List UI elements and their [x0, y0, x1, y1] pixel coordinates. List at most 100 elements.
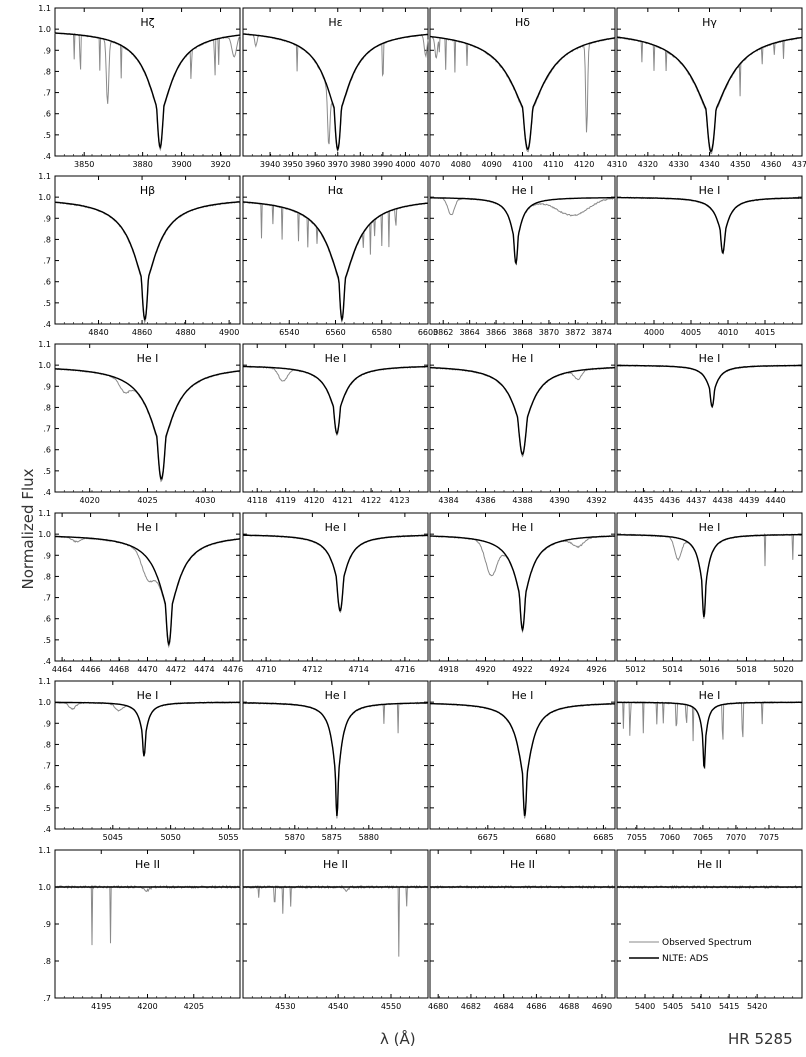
- y-tick-label: 1.1: [38, 340, 51, 349]
- x-tick-label: 3990: [373, 160, 393, 169]
- panel-5: 1.1 1.0 .9 .8 .7 .6 .5 .4 4840 4860 4880 4900 Hβ: [38, 172, 241, 337]
- x-tick-label: 4840: [88, 328, 108, 337]
- y-tick-label: .8: [43, 235, 51, 244]
- x-tick-label: 4540: [328, 1002, 348, 1011]
- panel-frame: [616, 7, 803, 157]
- x-tick-label: 4716: [395, 665, 415, 674]
- y-tick-label: .4: [43, 657, 51, 666]
- panel-title: Hζ: [140, 16, 154, 29]
- x-tick-label: 3900: [171, 160, 191, 169]
- x-tick-label: 3950: [282, 160, 302, 169]
- x-tick-label: 6685: [593, 833, 613, 842]
- panel-title: He I: [699, 521, 721, 534]
- panel-24: 5400 5405 5410 5415 5420 He II Observed Spectr…: [616, 849, 803, 1011]
- y-tick-label: .5: [43, 467, 51, 476]
- x-tick-label: 7060: [660, 833, 680, 842]
- x-tick-label: 4330: [668, 160, 688, 169]
- x-tick-label: 6675: [478, 833, 498, 842]
- x-tick-label: 4472: [166, 665, 186, 674]
- panel-20: 7055 7060 7065 7070 7075 He I: [616, 680, 803, 842]
- y-tick-label: .6: [43, 783, 51, 792]
- x-tick-label: 4090: [481, 160, 501, 169]
- panel-frame: [429, 680, 616, 830]
- panel-title: He I: [699, 689, 721, 702]
- panel-4: 4310 4320 4330 4340 4350 4360 4370 Hγ: [607, 7, 806, 169]
- x-tick-label: 4310: [607, 160, 627, 169]
- x-tick-label: 5415: [719, 1002, 739, 1011]
- x-tick-label: 4070: [420, 160, 440, 169]
- x-tick-label: 4476: [223, 665, 243, 674]
- panel-15: 4918 4920 4922 4924 4926 He I: [429, 512, 616, 674]
- panel-frame: [429, 175, 616, 325]
- x-tick-label: 7070: [726, 833, 746, 842]
- y-tick-label: .7: [43, 425, 51, 434]
- x-tick-label: 4680: [428, 1002, 448, 1011]
- x-tick-label: 5400: [635, 1002, 655, 1011]
- model-spectrum-line: [616, 36, 803, 153]
- x-tick-label: 5420: [747, 1002, 767, 1011]
- x-tick-label: 3868: [512, 328, 532, 337]
- x-tick-label: 4392: [586, 496, 606, 505]
- panel-6: 6540 6560 6580 6600 Hα: [242, 175, 438, 337]
- model-spectrum-line: [55, 368, 241, 480]
- x-tick-label: 5870: [285, 833, 305, 842]
- x-tick-label: 5405: [663, 1002, 683, 1011]
- panel-title: He I: [325, 689, 347, 702]
- x-tick-label: 4350: [730, 160, 750, 169]
- panel-frame: [616, 680, 803, 830]
- x-tick-label: 4924: [549, 665, 569, 674]
- x-tick-label: 4530: [275, 1002, 295, 1011]
- x-tick-label: 5875: [322, 833, 342, 842]
- panel-18: 5870 5875 5880 He I: [242, 680, 429, 842]
- x-tick-label: 4684: [493, 1002, 513, 1011]
- x-tick-label: 4123: [389, 496, 409, 505]
- y-tick-label: 1.1: [38, 172, 51, 181]
- model-spectrum-line: [617, 534, 802, 617]
- y-tick-label: .7: [43, 994, 51, 1003]
- x-tick-label: 4119: [276, 496, 296, 505]
- x-tick-label: 4370: [792, 160, 806, 169]
- y-tick-label: .6: [43, 278, 51, 287]
- panel-frame: [429, 512, 616, 662]
- y-tick-label: .5: [43, 299, 51, 308]
- panel-frame: [242, 849, 429, 999]
- x-tick-label: 4015: [755, 328, 775, 337]
- x-tick-label: 6540: [279, 328, 299, 337]
- y-tick-label: 1.0: [38, 193, 51, 202]
- y-tick-label: .7: [43, 257, 51, 266]
- x-tick-label: 4080: [451, 160, 471, 169]
- model-spectrum-line: [617, 701, 802, 770]
- x-tick-label: 5045: [103, 833, 123, 842]
- x-tick-label: 4688: [559, 1002, 579, 1011]
- x-tick-label: 4682: [461, 1002, 481, 1011]
- model-spectrum-line: [55, 701, 240, 757]
- panel-title: He II: [510, 858, 535, 871]
- x-tick-label: 4690: [592, 1002, 612, 1011]
- y-tick-label: .4: [43, 152, 51, 161]
- x-tick-label: 4205: [184, 1002, 204, 1011]
- y-tick-label: .9: [43, 920, 51, 929]
- panel-frame: [242, 7, 429, 157]
- model-spectrum-line: [243, 201, 429, 323]
- y-tick-label: 1.0: [38, 25, 51, 34]
- y-tick-label: .4: [43, 825, 51, 834]
- panel-2: 3940 3950 3960 3970 3980 3990 4000 Hε: [242, 7, 429, 169]
- x-tick-label: 4121: [332, 496, 352, 505]
- panel-title: He I: [699, 352, 721, 365]
- panel-title: Hγ: [702, 16, 717, 29]
- panel-title: He I: [512, 352, 534, 365]
- panel-title: He I: [512, 689, 534, 702]
- y-tick-label: 1.1: [38, 677, 51, 686]
- panel-frame: [616, 343, 803, 493]
- y-tick-label: 1.1: [38, 846, 51, 855]
- x-tick-label: 4435: [633, 496, 653, 505]
- model-spectrum-line: [243, 702, 428, 817]
- x-tick-label: 4010: [718, 328, 738, 337]
- panel-14: 4710 4712 4714 4716 He I: [242, 512, 429, 674]
- y-tick-label: .8: [43, 740, 51, 749]
- panel-frame: [616, 512, 803, 662]
- x-tick-label: 4320: [638, 160, 658, 169]
- y-tick-label: .6: [43, 615, 51, 624]
- panel-11: 4384 4386 4388 4390 4392 He I: [429, 343, 616, 505]
- x-tick-label: 7055: [627, 833, 647, 842]
